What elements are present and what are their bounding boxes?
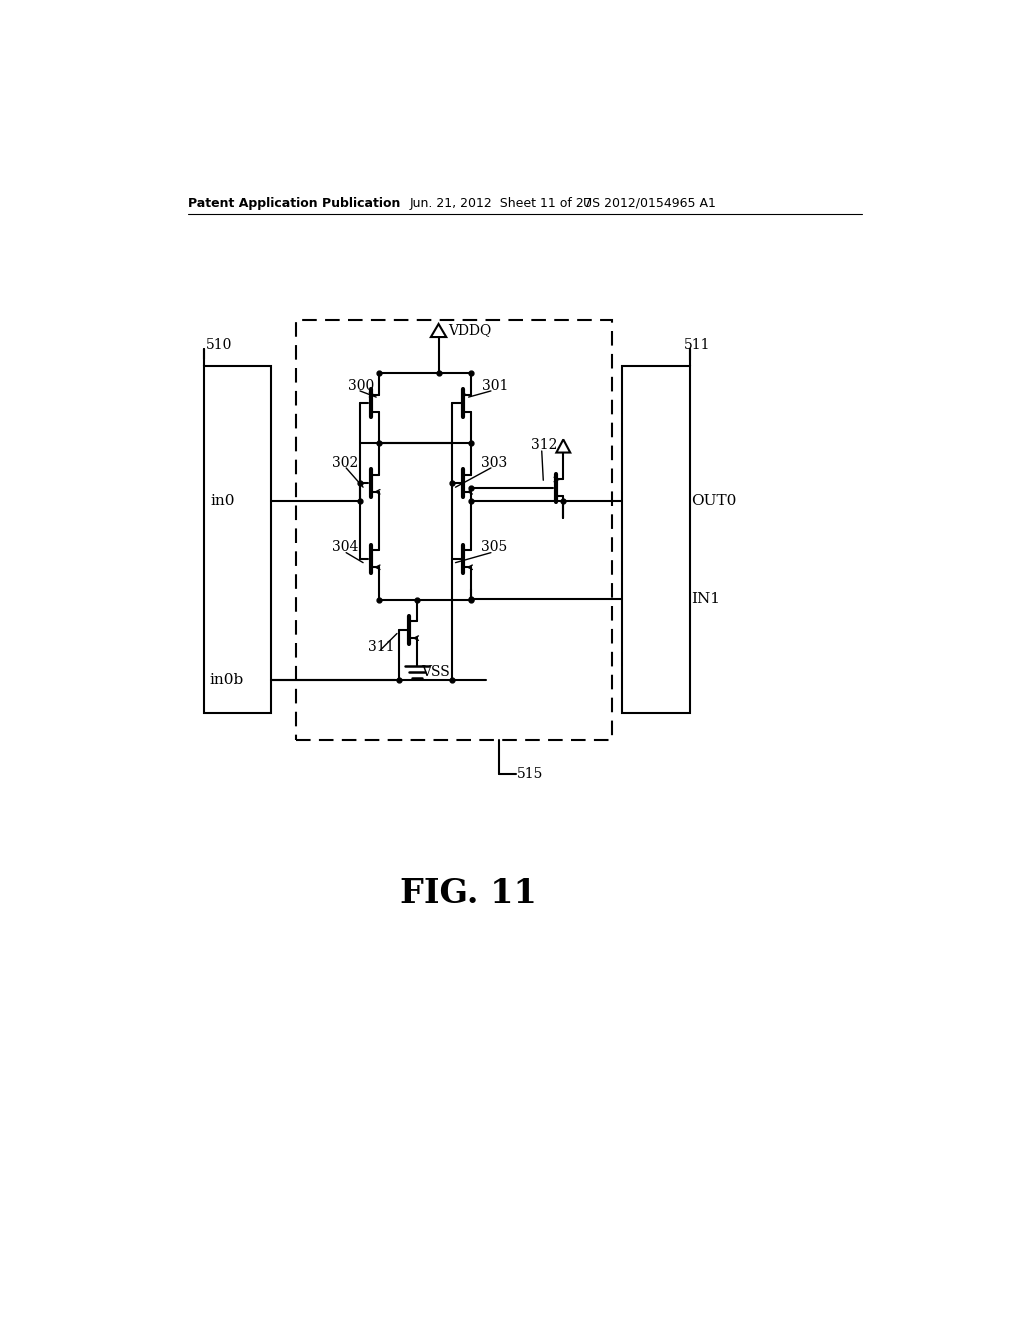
Text: 304: 304 [333, 540, 358, 554]
Text: 303: 303 [481, 455, 507, 470]
Text: Patent Application Publication: Patent Application Publication [188, 197, 400, 210]
Text: 511: 511 [683, 338, 710, 351]
Text: VSS: VSS [422, 665, 451, 678]
Text: VDDQ: VDDQ [449, 323, 492, 337]
Text: 302: 302 [333, 455, 358, 470]
Text: 515: 515 [517, 767, 544, 781]
Text: Jun. 21, 2012  Sheet 11 of 27: Jun. 21, 2012 Sheet 11 of 27 [410, 197, 592, 210]
Text: 312: 312 [531, 438, 557, 451]
Text: 311: 311 [368, 640, 394, 655]
Text: 510: 510 [206, 338, 232, 351]
Bar [204, 367, 271, 713]
Bar [622, 367, 689, 713]
Text: US 2012/0154965 A1: US 2012/0154965 A1 [584, 197, 716, 210]
Text: IN1: IN1 [691, 591, 720, 606]
Text: 301: 301 [481, 379, 508, 393]
Text: OUT0: OUT0 [691, 494, 736, 508]
Text: 305: 305 [481, 540, 507, 554]
Text: 300: 300 [348, 379, 374, 393]
Text: in0: in0 [211, 494, 236, 508]
Bar [296, 321, 611, 739]
Text: in0b: in0b [209, 673, 244, 688]
Text: FIG. 11: FIG. 11 [400, 878, 537, 911]
